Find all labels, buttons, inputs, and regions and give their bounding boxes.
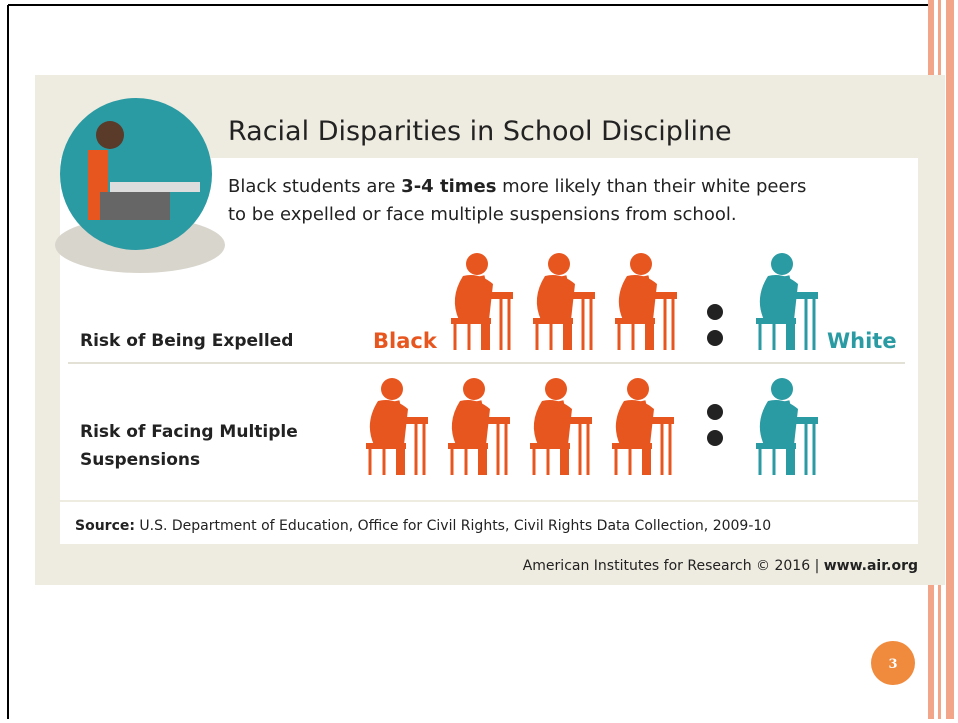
subtitle-text: more likely than their white peers [496, 176, 806, 197]
subtitle: to be expelled or face multiple suspensi… [228, 204, 737, 225]
figure-desk [784, 417, 818, 424]
page: {"slide": { "title": "Racial Disparities… [0, 0, 958, 719]
ratio-colon [707, 404, 723, 420]
figure-seat [612, 443, 652, 449]
figure-seat [451, 318, 491, 324]
figure-head [381, 378, 403, 400]
figure-seat [756, 318, 796, 324]
figure-desk [784, 292, 818, 299]
ratio-colon [707, 304, 723, 320]
side-stripe [946, 0, 954, 719]
figure-desk [479, 292, 513, 299]
figure-seat [366, 443, 406, 449]
figure-head [630, 253, 652, 275]
figure-head [466, 253, 488, 275]
source: Source: U.S. Department of Education, Of… [75, 518, 771, 534]
figure-head [548, 253, 570, 275]
figure-head [771, 253, 793, 275]
ratio-colon [707, 330, 723, 346]
figure-seat [756, 443, 796, 449]
title: Racial Disparities in School Discipline [228, 116, 732, 147]
figure-desk [476, 417, 510, 424]
figure-desk [640, 417, 674, 424]
subtitle-text: Black students are [228, 176, 401, 197]
source-text: U.S. Department of Education, Office for… [135, 518, 771, 534]
credit-text: American Institutes for Research © 2016 … [523, 558, 824, 574]
page-number: 3 [888, 657, 897, 672]
group-label: Black [373, 329, 438, 353]
row-label: Risk of Being Expelled [80, 331, 293, 351]
subtitle: Black students are 3-4 times more likely… [228, 176, 806, 197]
group-label: White [827, 329, 897, 353]
figure-desk [558, 417, 592, 424]
figure-seat [615, 318, 655, 324]
avatar-legs [100, 192, 170, 220]
figure-seat [533, 318, 573, 324]
avatar-head [96, 121, 124, 149]
figure-desk [394, 417, 428, 424]
slide: Racial Disparities in School Discipline … [0, 0, 958, 719]
row-label: Suspensions [80, 450, 200, 470]
credit: American Institutes for Research © 2016 … [523, 558, 918, 574]
credit-link: www.air.org [824, 558, 918, 574]
figure-head [627, 378, 649, 400]
avatar [60, 98, 212, 250]
figure-seat [448, 443, 488, 449]
figure-seat [530, 443, 570, 449]
figure-desk [561, 292, 595, 299]
figure-desk [643, 292, 677, 299]
subtitle-emphasis: 3-4 times [401, 176, 496, 197]
figure-head [771, 378, 793, 400]
source-label: Source: [75, 518, 135, 534]
figure-head [545, 378, 567, 400]
row-label: Risk of Facing Multiple [80, 422, 298, 442]
figure-head [463, 378, 485, 400]
ratio-colon [707, 430, 723, 446]
avatar-desk [110, 182, 200, 192]
